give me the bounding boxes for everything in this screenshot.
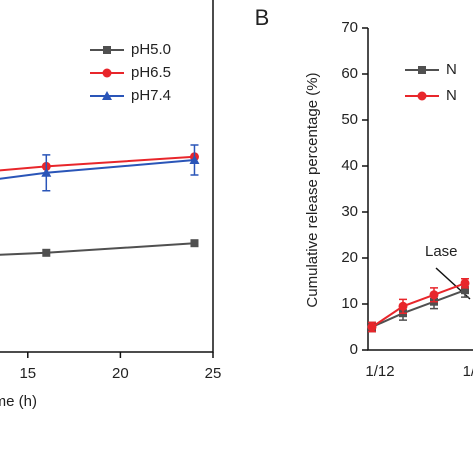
marker [417,91,427,101]
panel-a: 15 20 25 Time (h) pH5.0 pH6.5 pH7.4 [0,0,221,410]
marker [102,68,112,78]
marker [418,66,426,74]
series-line [371,282,466,328]
marker [460,278,470,288]
panel-b: B Cumulative release percentage (%) Lase… [255,5,473,380]
y-tick-label: 10 [341,295,358,312]
x-tick-label: 15 [19,365,36,382]
annotation: Lase [425,243,458,260]
marker [429,290,439,300]
marker [189,155,200,164]
y-tick-label: 20 [341,249,358,266]
y-tick-label: 50 [341,111,358,128]
x-tick-label: 1/12 [365,363,394,380]
axes [367,28,473,351]
x-tick-label: 20 [112,365,129,382]
marker [367,322,377,332]
legend-label: pH5.0 [131,41,171,58]
marker [398,301,408,311]
marker [103,46,111,54]
marker [42,248,51,257]
marker [190,239,199,248]
x-axis-label: Time (h) [0,393,37,410]
y-tick-label: 0 [350,341,358,358]
legend-label: N [446,61,457,78]
marker [461,286,469,295]
y-tick-label: 40 [341,157,358,174]
panel-label: B [255,5,270,30]
series-line [0,242,195,256]
series-group [367,277,470,333]
y-tick-label: 30 [341,203,358,220]
y-tick-label: 70 [341,19,358,36]
legend-label: N [446,87,457,104]
y-axis-label: Cumulative release percentage (%) [304,72,321,307]
y-tick-label: 60 [341,65,358,82]
series-line [371,289,466,328]
series-line [0,155,195,172]
marker [41,167,52,177]
series-group [0,144,200,257]
legend-label: pH6.5 [131,64,171,81]
x-tick-label: 1/4 [463,363,473,380]
marker [102,91,112,100]
x-tick-label: 25 [205,365,222,382]
legend-label: pH7.4 [131,87,171,104]
